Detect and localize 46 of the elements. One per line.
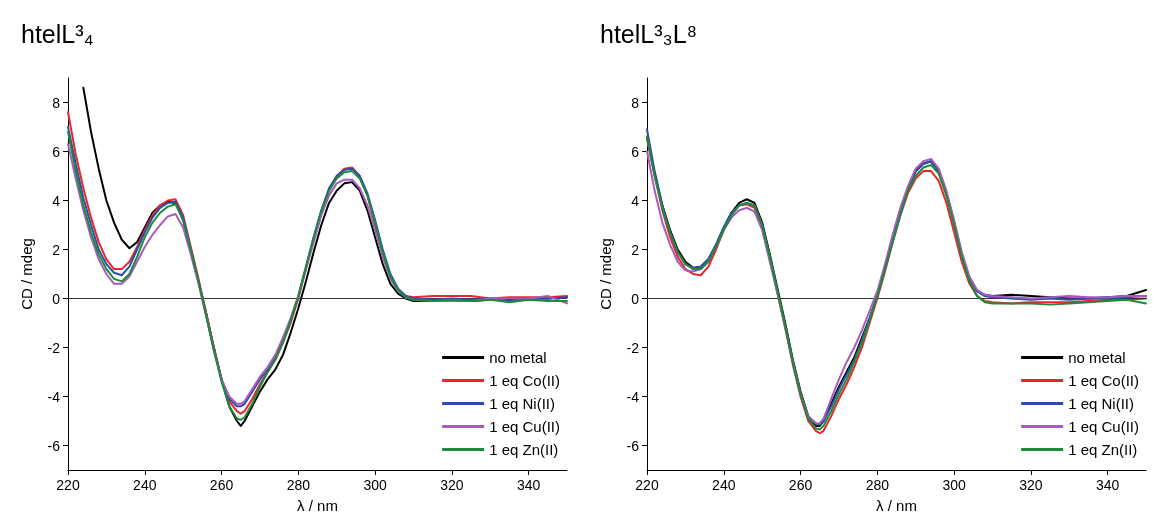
y-tick-label: 6 (631, 143, 640, 160)
y-tick-label: -6 (626, 437, 640, 454)
x-tick-label: 260 (209, 477, 234, 493)
y-axis-title: CD / mdeg (597, 238, 614, 310)
chart-title: htelL³₄ (21, 19, 94, 48)
x-tick-label: 260 (788, 477, 813, 493)
x-axis-title: λ / nm (876, 497, 917, 512)
y-tick-label: 2 (631, 241, 640, 258)
legend-label: 1 eq Co(II) (489, 372, 561, 389)
x-axis-title: λ / nm (297, 497, 338, 512)
legend-label: 1 eq Cu(II) (489, 418, 561, 435)
y-tick-label: -4 (626, 388, 640, 405)
x-tick-label: 280 (865, 477, 890, 493)
y-axis-title: CD / mdeg (18, 238, 35, 310)
y-tick-label: -2 (626, 339, 640, 356)
legend-label: 1 eq Zn(II) (489, 441, 559, 458)
x-tick-label: 220 (56, 477, 80, 493)
y-tick-label: 8 (52, 94, 61, 111)
y-tick-label: -4 (47, 388, 61, 405)
x-tick-label: 320 (440, 477, 464, 493)
chart-title: htelL³₃L⁸ (600, 19, 698, 48)
x-tick-label: 340 (516, 477, 541, 493)
legend-label: 1 eq Cu(II) (1068, 418, 1140, 435)
y-tick-label: 8 (631, 94, 640, 111)
x-tick-label: 300 (363, 477, 387, 493)
y-tick-label: 4 (52, 192, 61, 209)
x-tick-label: 240 (133, 477, 157, 493)
y-tick-label: -6 (47, 437, 61, 454)
legend-label: 1 eq Zn(II) (1068, 441, 1138, 458)
x-tick-label: 280 (286, 477, 311, 493)
legend-label: 1 eq Ni(II) (1068, 395, 1134, 412)
y-tick-label: 0 (52, 290, 61, 307)
x-tick-label: 240 (712, 477, 736, 493)
legend-label: 1 eq Ni(II) (489, 395, 555, 412)
y-tick-label: 0 (631, 290, 640, 307)
legend-label: no metal (1068, 349, 1126, 366)
x-tick-label: 300 (942, 477, 966, 493)
x-tick-label: 220 (635, 477, 659, 493)
x-tick-label: 320 (1019, 477, 1043, 493)
y-tick-label: 2 (52, 241, 61, 258)
legend-label: 1 eq Co(II) (1068, 372, 1140, 389)
y-tick-label: -2 (47, 339, 61, 356)
x-tick-label: 340 (1095, 477, 1120, 493)
y-tick-label: 4 (631, 192, 640, 209)
legend-label: no metal (489, 349, 547, 366)
y-tick-label: 6 (52, 143, 61, 160)
